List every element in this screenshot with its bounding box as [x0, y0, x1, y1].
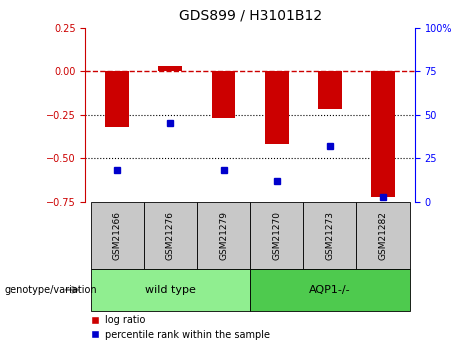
- Bar: [250, 202, 303, 269]
- Legend: log ratio, percentile rank within the sample: log ratio, percentile rank within the sa…: [90, 315, 270, 340]
- Text: GSM21270: GSM21270: [272, 211, 281, 260]
- Bar: [159, 66, 182, 71]
- Bar: [250, 269, 409, 310]
- Text: GSM21273: GSM21273: [325, 211, 334, 260]
- Bar: [105, 71, 129, 127]
- Title: GDS899 / H3101B12: GDS899 / H3101B12: [178, 8, 322, 22]
- Text: GSM21279: GSM21279: [219, 211, 228, 260]
- Bar: [197, 202, 250, 269]
- Bar: [371, 71, 395, 197]
- Text: GSM21276: GSM21276: [166, 211, 175, 260]
- Text: GSM21266: GSM21266: [112, 211, 122, 260]
- Text: GSM21282: GSM21282: [378, 211, 388, 260]
- Bar: [144, 202, 197, 269]
- Bar: [303, 202, 356, 269]
- Bar: [91, 269, 250, 310]
- Bar: [265, 71, 289, 144]
- Text: AQP1-/-: AQP1-/-: [309, 285, 351, 295]
- Bar: [356, 202, 409, 269]
- Text: genotype/variation: genotype/variation: [5, 285, 97, 295]
- Bar: [212, 71, 236, 118]
- Text: wild type: wild type: [145, 285, 196, 295]
- Bar: [91, 202, 144, 269]
- Bar: [318, 71, 342, 109]
